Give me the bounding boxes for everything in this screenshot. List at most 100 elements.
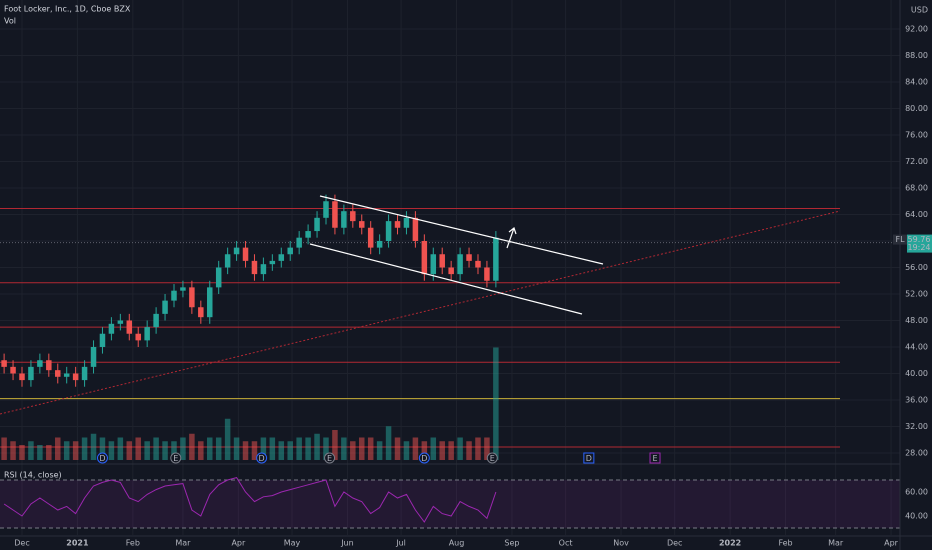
volume-bar — [189, 433, 195, 460]
volume-bar — [323, 437, 329, 460]
candle-body — [207, 287, 213, 318]
candle-body — [72, 373, 79, 381]
volume-bar — [198, 441, 204, 460]
volume-bar — [332, 430, 338, 460]
x-tick-label: Nov — [613, 539, 629, 548]
channel-lower — [309, 243, 583, 315]
volume-bar — [46, 445, 52, 460]
candle-body — [421, 240, 428, 275]
candle-body — [10, 366, 16, 374]
volume-bar — [269, 437, 276, 460]
volume-bar — [224, 418, 231, 460]
event-label: E — [173, 454, 178, 463]
volume-bar — [144, 441, 150, 460]
event-label: D — [99, 454, 105, 463]
event-marker — [170, 452, 182, 464]
volume-bar — [72, 441, 79, 460]
rsi-line — [3, 477, 497, 523]
x-tick-label: 2021 — [66, 539, 89, 548]
trend-line — [0, 210, 841, 415]
candle-body — [126, 320, 133, 334]
event-label: E — [490, 454, 495, 463]
x-tick-label: Mar — [175, 539, 191, 548]
candle-body — [341, 211, 347, 228]
x-tick-label: Apr — [231, 539, 246, 548]
candle-body — [278, 254, 285, 261]
candle-body — [359, 221, 365, 228]
candle-body — [403, 217, 410, 228]
volume-bar — [126, 441, 133, 460]
candle-body — [90, 346, 97, 367]
volume-bar — [153, 437, 159, 460]
candle-body — [63, 373, 70, 377]
volume-bar — [108, 441, 115, 460]
candle-body — [198, 307, 204, 318]
y-tick-label: 28.00 — [905, 448, 928, 457]
y-tick-label: 64.00 — [905, 210, 928, 219]
x-tick-label: Aug — [449, 539, 465, 548]
price-tag — [907, 234, 932, 253]
y-tick-label: 84.00 — [905, 78, 928, 87]
event-marker — [96, 452, 108, 464]
volume-bar — [350, 441, 356, 460]
volume-bar — [1, 437, 7, 460]
rsi-band — [0, 480, 900, 529]
volume-bar — [421, 441, 428, 460]
candle-body — [296, 237, 302, 248]
candle-body — [493, 237, 499, 281]
x-tick-label: Dec — [14, 539, 29, 548]
candle-body — [332, 201, 338, 228]
volume-bar — [412, 437, 419, 460]
event-label: E — [652, 454, 657, 463]
rsi-tick-label: 40.00 — [905, 512, 928, 521]
candle-body — [251, 260, 258, 275]
candle-body — [287, 247, 293, 255]
y-tick-label: 48.00 — [905, 316, 928, 325]
rsi-tick-label: 60.00 — [905, 488, 928, 497]
rsi-label: RSI (14, close) — [4, 471, 62, 480]
candle-body — [81, 366, 88, 381]
candle-body — [484, 267, 490, 281]
candle-body — [1, 360, 7, 367]
event-marker — [324, 452, 336, 464]
candle-body — [412, 217, 419, 241]
candle-body — [233, 247, 240, 255]
event-marker — [649, 452, 661, 464]
candle-body — [99, 333, 106, 347]
candle-body — [305, 231, 311, 238]
currency: USD — [911, 6, 928, 15]
event-label: D — [259, 454, 265, 463]
symbol-tag — [893, 234, 907, 245]
y-tick-label: 44.00 — [905, 342, 928, 351]
event-marker — [486, 452, 498, 464]
volume-bar — [359, 437, 365, 460]
x-tick-label: 2022 — [719, 539, 741, 548]
y-tick-label: 88.00 — [905, 51, 928, 60]
volume-bar — [207, 437, 213, 460]
candle-body — [46, 360, 52, 371]
candle-body — [224, 254, 231, 268]
event-label: D — [421, 454, 427, 463]
candle-body — [430, 254, 437, 275]
volume-bar — [81, 437, 88, 460]
event-marker — [418, 452, 430, 464]
volume-bar — [341, 437, 347, 460]
volume-bar — [448, 441, 454, 460]
y-tick-label: 80.00 — [905, 104, 928, 113]
volume-bar — [296, 437, 302, 460]
candle-body — [350, 211, 356, 222]
volume-bar — [493, 347, 499, 460]
x-tick-label: Apr — [884, 539, 899, 548]
x-tick-label: Jun — [340, 539, 354, 548]
candle-body — [55, 370, 61, 377]
candle-body — [117, 320, 124, 324]
volume-bar — [430, 437, 437, 460]
volume-bar — [55, 437, 61, 460]
y-tick-label: 56.00 — [905, 263, 928, 272]
volume-bar — [457, 437, 463, 460]
candle-body — [260, 264, 267, 275]
candle-body — [376, 240, 383, 248]
volume-bar — [99, 437, 106, 460]
